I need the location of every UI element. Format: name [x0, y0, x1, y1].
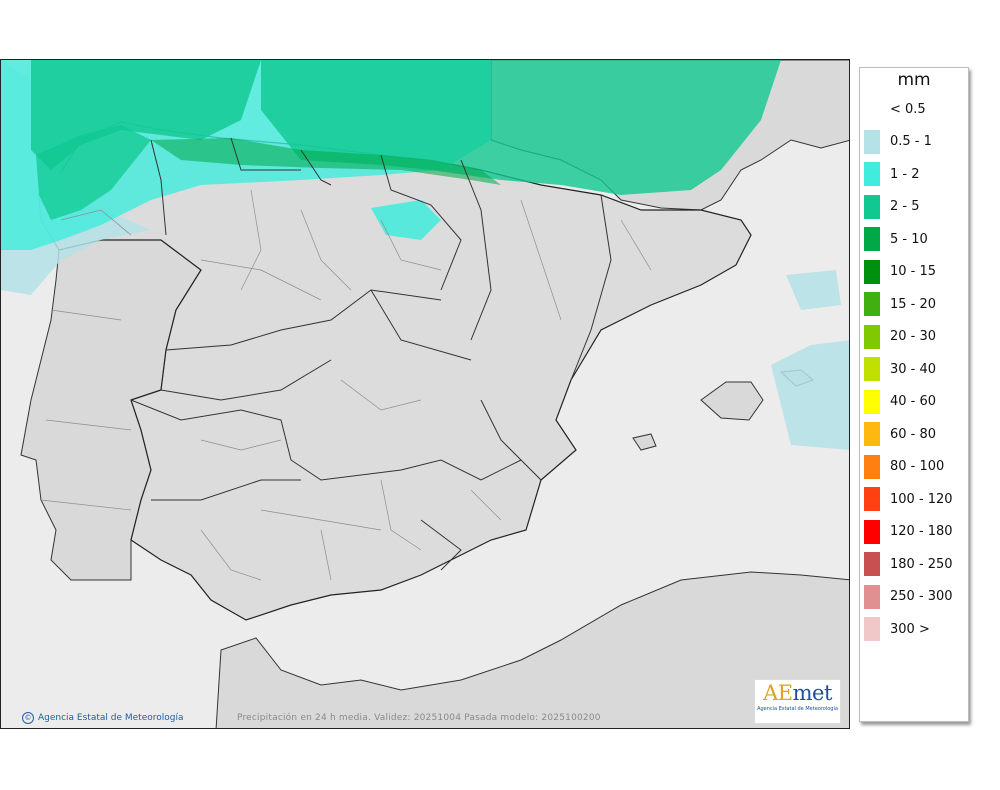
legend-swatch: [864, 129, 880, 154]
map-caption: Precipitación en 24 h media. Validez: 20…: [237, 713, 601, 723]
legend-label: 5 - 10: [890, 231, 928, 247]
province-boundaries: [40, 189, 652, 581]
legend-label: 20 - 30: [890, 329, 937, 344]
agency-credit-label: Agencia Estatal de Meteorología: [38, 713, 184, 723]
legend-label: 120 - 180: [890, 524, 953, 539]
region-boundaries: [130, 137, 612, 571]
legend-item: < 0.5: [864, 97, 926, 121]
legend-item: 250 - 300: [864, 584, 953, 609]
legend-swatch: [864, 487, 880, 511]
legend-item: 1 - 2: [864, 162, 920, 186]
precipitation-legend: mm < 0.5 0.5 - 1 1 - 2 2 - 5 5 - 10 10 - 15 15…: [859, 67, 969, 722]
aemet-logo: AEmet Agencia Estatal de Meteorología: [754, 679, 841, 724]
legend-swatch: [864, 259, 880, 284]
legend-item: 80 - 100: [864, 454, 945, 479]
legend-swatch: [864, 584, 880, 609]
precip-2-5-cantabric: [31, 60, 781, 195]
legend-swatch: [864, 324, 880, 349]
legend-label: < 0.5: [890, 101, 926, 117]
legend-label: 1 - 2: [890, 166, 920, 182]
legend-swatch: [864, 552, 880, 576]
legend-label: 100 - 120: [890, 491, 953, 507]
legend-item: 100 - 120: [864, 487, 953, 511]
legend-label: 15 - 20: [890, 296, 937, 312]
precip-1-2-basque: [371, 200, 441, 240]
precip-5-10-coast: [151, 138, 501, 185]
aemet-wordmark-ae: AE: [763, 681, 793, 705]
legend-item: 180 - 250: [864, 552, 953, 576]
precipitation-map: [0, 59, 850, 729]
legend-swatch: [864, 292, 880, 316]
legend-label: 60 - 80: [890, 426, 937, 442]
legend-item: 20 - 30: [864, 324, 937, 349]
legend-item: 120 - 180: [864, 519, 953, 544]
legend-item: 40 - 60: [864, 389, 937, 414]
legend-label: 250 - 300: [890, 589, 953, 604]
aemet-wordmark: AEmet: [755, 680, 840, 706]
legend-item: 10 - 15: [864, 259, 937, 284]
legend-label: 10 - 15: [890, 264, 937, 279]
legend-swatch: [864, 389, 880, 414]
aemet-wordmark-met: met: [792, 681, 833, 705]
legend-item: 30 - 40: [864, 357, 936, 381]
legend-swatch: [864, 519, 880, 544]
legend-label: 0.5 - 1: [890, 134, 932, 149]
ibiza-land: [632, 433, 657, 451]
precip-0.5-1-med: [771, 270, 849, 450]
africa-land: [215, 571, 849, 728]
aemet-logo-subtitle: Agencia Estatal de Meteorología: [757, 706, 838, 712]
legend-item: 15 - 20: [864, 292, 936, 316]
legend-item: 5 - 10: [864, 227, 928, 251]
legend-label: 80 - 100: [890, 459, 945, 474]
legend-item: 2 - 5: [864, 194, 920, 219]
legend-item: 0.5 - 1: [864, 129, 932, 154]
legend-label: 2 - 5: [890, 199, 920, 214]
legend-label: 300 >: [890, 621, 930, 637]
agency-credit[interactable]: © Agencia Estatal de Meteorología: [22, 712, 184, 724]
copyright-icon: ©: [22, 712, 34, 724]
legend-swatch: [864, 454, 880, 479]
legend-swatch: [864, 227, 880, 251]
legend-item: 300 >: [864, 617, 930, 641]
legend-swatch: [864, 617, 880, 641]
map-canvas: [1, 60, 849, 728]
legend-unit: mm: [897, 70, 931, 90]
legend-swatch: [864, 357, 880, 381]
legend-swatch: [864, 194, 880, 219]
legend-label: 180 - 250: [890, 556, 953, 572]
legend-item: 60 - 80: [864, 422, 936, 446]
legend-swatch: [864, 97, 880, 121]
legend-swatch: [864, 422, 880, 446]
legend-label: 30 - 40: [890, 361, 937, 377]
legend-label: 40 - 60: [890, 394, 937, 409]
legend-swatch: [864, 162, 880, 186]
mallorca-land: [700, 381, 764, 421]
precip-2-5-galicia: [36, 125, 151, 220]
